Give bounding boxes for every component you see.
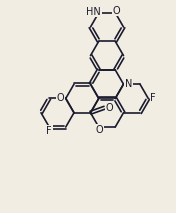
Text: F: F (150, 94, 156, 104)
Text: N: N (125, 79, 132, 89)
Text: HN: HN (86, 7, 101, 17)
Text: O: O (112, 6, 120, 16)
Text: F: F (46, 126, 52, 136)
Text: O: O (96, 125, 103, 135)
Text: O: O (57, 94, 65, 104)
Text: O: O (106, 103, 113, 113)
